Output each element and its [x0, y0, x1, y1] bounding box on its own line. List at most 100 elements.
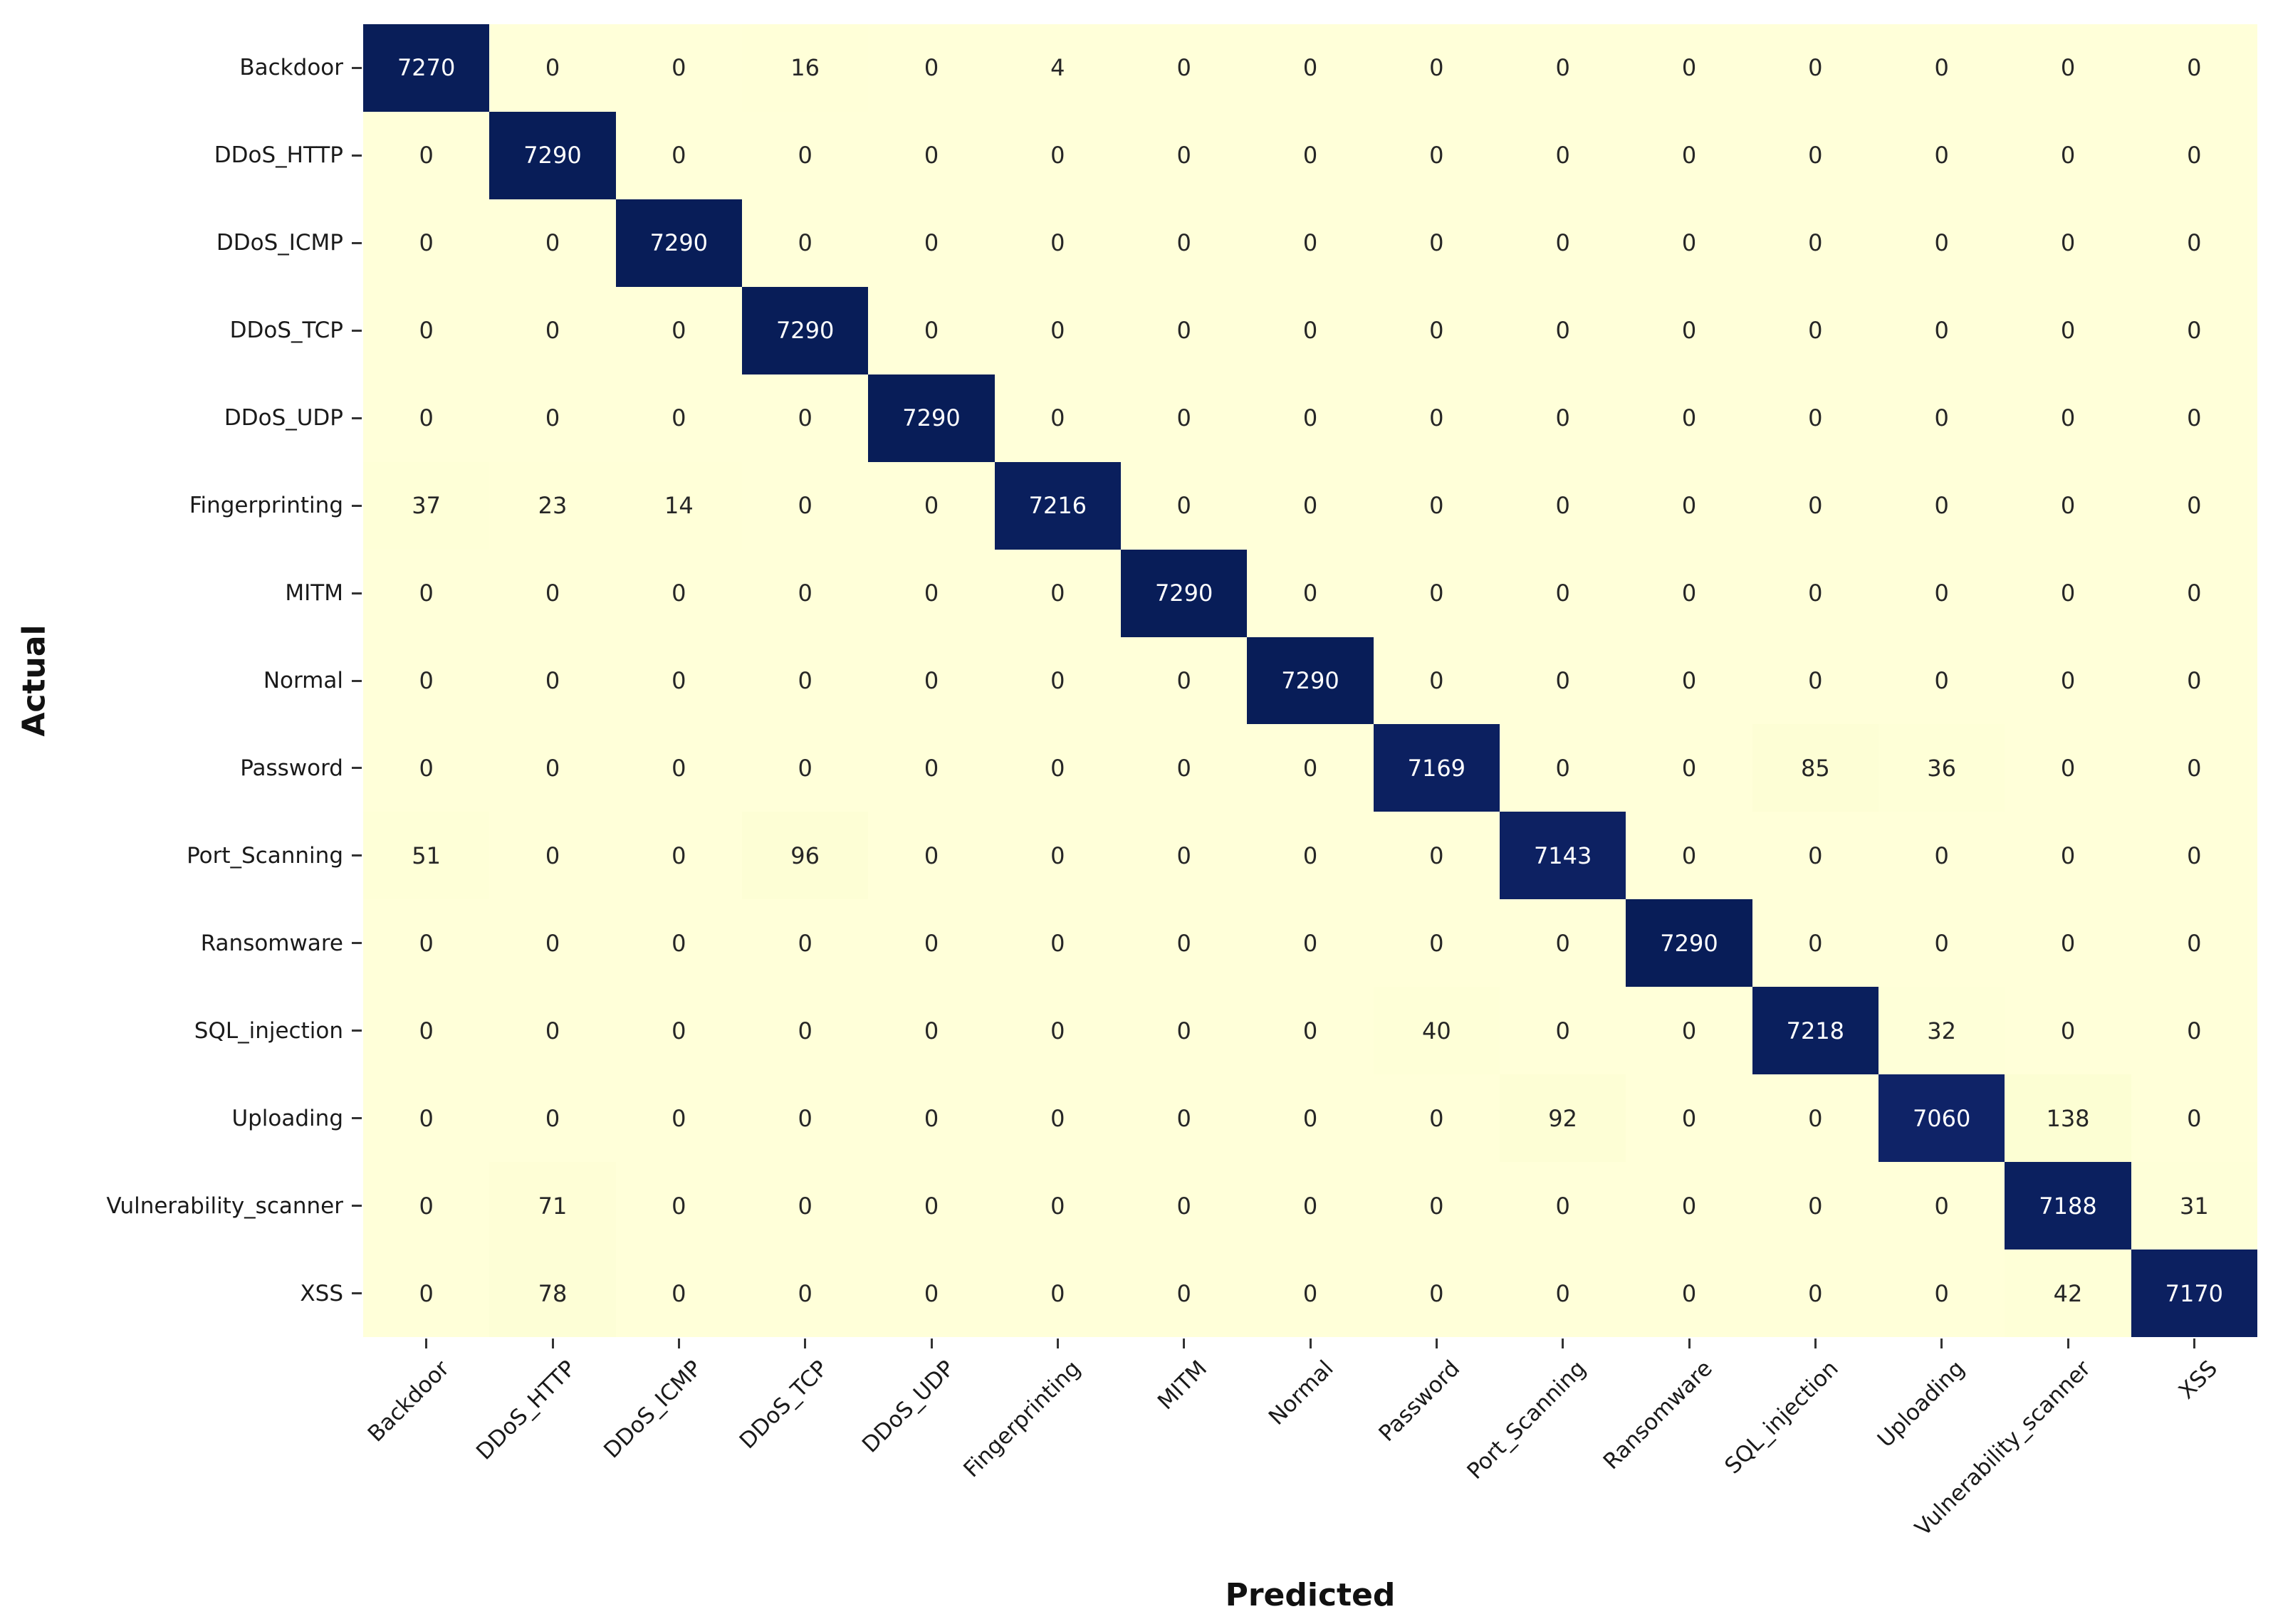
- matrix-cell: 14: [615, 461, 742, 550]
- matrix-cell: 0: [741, 987, 869, 1075]
- matrix-cell: 0: [868, 636, 995, 725]
- matrix-cell: 0: [741, 374, 869, 462]
- matrix-cell: 0: [994, 1162, 1121, 1250]
- matrix-cell: 0: [741, 111, 869, 199]
- matrix-cell: 0: [1247, 286, 1374, 374]
- matrix-cell: 0: [1878, 24, 2005, 112]
- y-tick-mark: [352, 767, 362, 770]
- y-tick-label: Vulnerability_scanner: [106, 1193, 343, 1219]
- y-tick-mark: [352, 417, 362, 419]
- y-tick-mark: [352, 1030, 362, 1032]
- matrix-cell: 0: [1120, 987, 1248, 1075]
- matrix-cell: 0: [2131, 899, 2257, 988]
- y-tick-mark: [352, 942, 362, 945]
- matrix-cell: 0: [2131, 111, 2257, 199]
- matrix-cell: 0: [1120, 724, 1248, 812]
- matrix-cell: 0: [868, 1162, 995, 1250]
- matrix-cell: 0: [1373, 1162, 1500, 1250]
- y-tick-mark: [352, 1117, 362, 1120]
- y-tick-mark: [352, 504, 362, 507]
- matrix-cell: 0: [868, 111, 995, 199]
- matrix-cell: 0: [2131, 812, 2257, 900]
- matrix-cell: 0: [2005, 899, 2131, 988]
- matrix-cell: 0: [1499, 987, 1626, 1075]
- matrix-cell: 0: [1120, 636, 1248, 725]
- y-tick-label: Password: [240, 755, 343, 781]
- confusion-matrix-heatmap: 7270 0 0 16 0 4 0 0 0 0 0 0 0 0 0 0 7290 0 0 0 0 0 0 0 0 0 0 0 0 0 0 0 7…: [363, 24, 2257, 1337]
- matrix-cell: 31: [2131, 1162, 2257, 1250]
- matrix-cell: 0: [1120, 899, 1248, 988]
- x-tick-mark: [1309, 1339, 1312, 1348]
- matrix-cell: 0: [489, 24, 616, 112]
- matrix-cell: 4: [994, 24, 1121, 112]
- y-tick-mark: [352, 854, 362, 857]
- matrix-cell: 0: [1247, 899, 1374, 988]
- y-tick-label: Fingerprinting: [189, 493, 343, 519]
- y-tick-label: SQL_injection: [194, 1017, 343, 1044]
- matrix-cell: 7216: [994, 461, 1121, 550]
- matrix-cell: 0: [1247, 549, 1374, 637]
- matrix-cell: 0: [1247, 1162, 1374, 1250]
- matrix-cell: 0: [1752, 286, 1879, 374]
- matrix-cell: 0: [615, 286, 742, 374]
- matrix-cell: 7270: [363, 24, 490, 112]
- matrix-cell: 0: [363, 1250, 490, 1337]
- y-tick-label: XSS: [300, 1280, 343, 1306]
- matrix-cell: 0: [1626, 199, 1752, 287]
- matrix-cell: 0: [1752, 199, 1879, 287]
- matrix-cell: 7143: [1499, 812, 1626, 900]
- matrix-cell: 7290: [1247, 636, 1374, 725]
- matrix-cell: 0: [489, 374, 616, 462]
- x-tick-mark: [1688, 1339, 1691, 1348]
- x-tick-label: DDoS_TCP: [734, 1356, 834, 1455]
- matrix-cell: 0: [363, 1162, 490, 1250]
- matrix-cell: 0: [615, 812, 742, 900]
- matrix-cell: 0: [489, 812, 616, 900]
- matrix-cell: 0: [1247, 111, 1374, 199]
- matrix-cell: 7290: [615, 199, 742, 287]
- matrix-cell: 0: [489, 724, 616, 812]
- x-tick-label: Fingerprinting: [958, 1356, 1086, 1483]
- matrix-cell: 0: [868, 199, 995, 287]
- matrix-cell: 0: [1752, 549, 1879, 637]
- matrix-cell: 0: [1247, 724, 1374, 812]
- matrix-cell: 0: [489, 549, 616, 637]
- matrix-cell: 0: [1499, 374, 1626, 462]
- matrix-cell: 0: [363, 199, 490, 287]
- x-tick-label: XSS: [2173, 1356, 2222, 1405]
- matrix-cell: 0: [741, 899, 869, 988]
- matrix-cell: 0: [2131, 636, 2257, 725]
- x-tick-label: Normal: [1263, 1356, 1339, 1430]
- matrix-cell: 0: [2131, 461, 2257, 550]
- matrix-cell: 0: [1247, 461, 1374, 550]
- matrix-cell: 96: [741, 812, 869, 900]
- matrix-cell: 0: [1247, 1074, 1374, 1163]
- matrix-cell: 0: [868, 724, 995, 812]
- matrix-cell: 0: [741, 549, 869, 637]
- matrix-cell: 0: [1373, 636, 1500, 725]
- matrix-cell: 7290: [489, 111, 616, 199]
- matrix-cell: 0: [489, 899, 616, 988]
- matrix-cell: 0: [1626, 812, 1752, 900]
- matrix-cell: 0: [994, 1074, 1121, 1163]
- matrix-cell: 0: [1499, 111, 1626, 199]
- matrix-cell: 42: [2005, 1250, 2131, 1337]
- matrix-cell: 0: [615, 899, 742, 988]
- x-tick-mark: [1435, 1339, 1438, 1348]
- matrix-cell: 0: [1373, 1250, 1500, 1337]
- matrix-cell: 7290: [741, 286, 869, 374]
- matrix-cell: 0: [1626, 111, 1752, 199]
- matrix-cell: 0: [2131, 374, 2257, 462]
- matrix-cell: 0: [1626, 987, 1752, 1075]
- matrix-cell: 0: [2131, 987, 2257, 1075]
- y-tick-mark: [352, 66, 362, 69]
- matrix-cell: 0: [1373, 111, 1500, 199]
- x-tick-label: MITM: [1152, 1356, 1213, 1415]
- matrix-cell: 0: [1878, 111, 2005, 199]
- matrix-cell: 0: [615, 1074, 742, 1163]
- matrix-cell: 0: [1120, 24, 1248, 112]
- matrix-cell: 0: [1752, 111, 1879, 199]
- matrix-cell: 78: [489, 1250, 616, 1337]
- matrix-cell: 0: [1247, 987, 1374, 1075]
- y-tick-mark: [352, 154, 362, 157]
